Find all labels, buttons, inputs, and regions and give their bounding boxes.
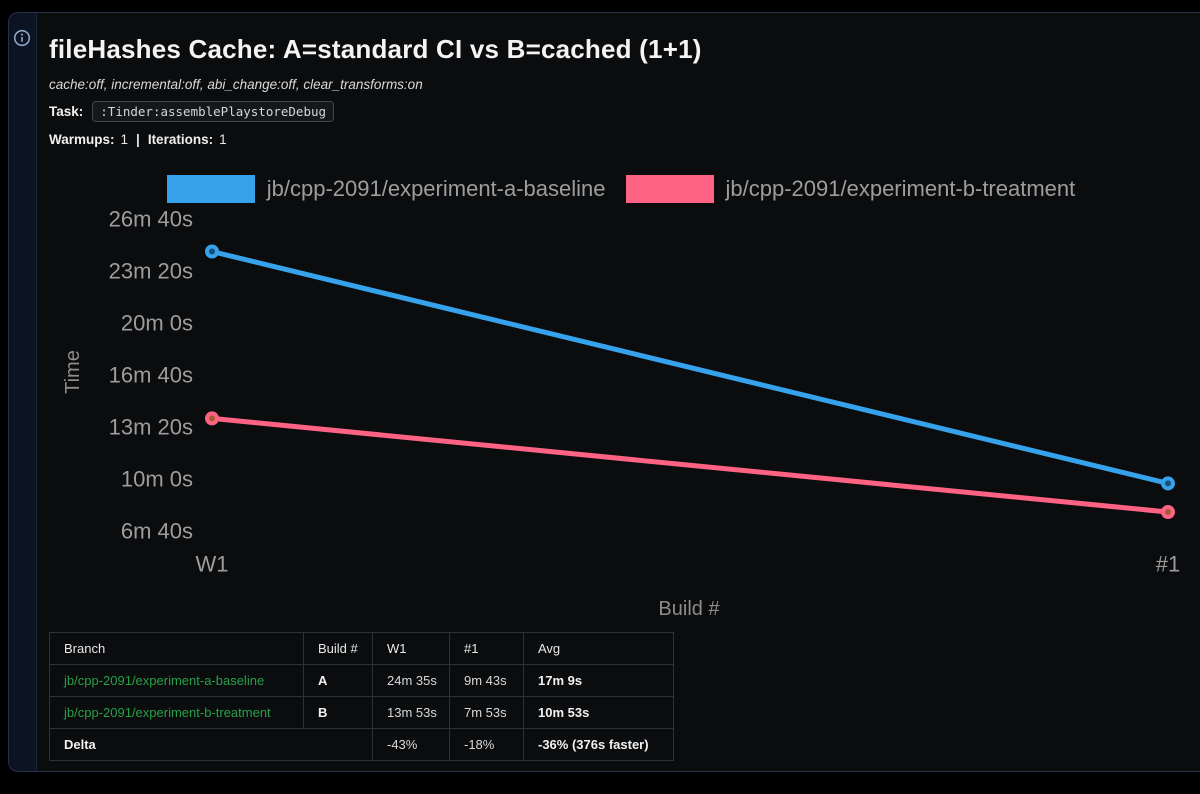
delta-w1-cell: -43% xyxy=(372,728,450,761)
chart-legend: jb/cpp-2091/experiment-a-baseline jb/cpp-… xyxy=(51,174,1191,204)
avg-cell: 17m 9s xyxy=(523,664,674,697)
branch-cell: jb/cpp-2091/experiment-b-treatment xyxy=(49,696,304,729)
results-table: Branch Build # W1 #1 Avg jb/cpp-2091/experim… xyxy=(49,632,674,761)
table-row: jb/cpp-2091/experiment-b-treatment B 13m 5… xyxy=(49,696,674,729)
iterations-label: Iterations: xyxy=(147,132,214,147)
delta-avg-cell: -36% (376s faster) xyxy=(523,728,674,761)
branch-link[interactable]: jb/cpp-2091/experiment-a-baseline xyxy=(64,673,265,688)
legend-swatch xyxy=(166,175,255,203)
y-tick-label: 6m 40s xyxy=(121,519,193,544)
warmups-label: Warmups: xyxy=(49,132,115,147)
avg-cell: 10m 53s xyxy=(523,696,674,729)
task-label: Task: xyxy=(49,104,84,119)
data-point[interactable] xyxy=(1161,476,1175,491)
config-separator: | xyxy=(136,132,140,147)
table-head: Branch Build # W1 #1 Avg xyxy=(49,632,674,665)
warmups-value: 1 xyxy=(120,132,129,147)
data-point[interactable] xyxy=(205,244,219,259)
n1-cell: 9m 43s xyxy=(449,664,524,697)
task-row: Task: :Tinder:assemblePlaystoreDebug xyxy=(49,101,335,122)
legend-item-b[interactable]: jb/cpp-2091/experiment-b-treatment xyxy=(625,175,1076,203)
y-tick-label: 23m 20s xyxy=(109,259,193,284)
column-header: W1 xyxy=(372,632,450,665)
y-tick-label: 13m 20s xyxy=(109,415,193,440)
delta-label: Delta xyxy=(49,728,373,761)
info-icon[interactable] xyxy=(13,29,31,47)
x-tick-label: #1 xyxy=(1156,552,1180,577)
data-point[interactable] xyxy=(1161,505,1175,520)
delta-row: Delta -43% -18% -36% (376s faster) xyxy=(49,728,674,761)
legend-label: jb/cpp-2091/experiment-a-baseline xyxy=(266,176,606,201)
n1-cell: 7m 53s xyxy=(449,696,524,729)
y-axis-title: Time xyxy=(62,350,84,394)
column-header: #1 xyxy=(449,632,524,665)
iterations-value: 1 xyxy=(219,132,227,147)
report-panel: fileHashes Cache: A=standard CI vs B=cac… xyxy=(8,12,1200,772)
x-tick-label: W1 xyxy=(196,552,229,577)
column-header: Build # xyxy=(303,632,373,665)
legend-item-a[interactable]: jb/cpp-2091/experiment-a-baseline xyxy=(166,175,606,203)
chart-svg: 26m 40s 23m 20s 20m 0s 16m 40s 13m 20s 10m 0s… xyxy=(62,207,1180,621)
series-line-b xyxy=(209,415,1171,515)
table-row: jb/cpp-2091/experiment-a-baseline A 24m 35… xyxy=(49,664,674,697)
y-tick-label: 16m 40s xyxy=(109,363,193,388)
y-tick-label: 20m 0s xyxy=(121,311,193,336)
build-cell: B xyxy=(303,696,373,729)
table-body: jb/cpp-2091/experiment-a-baseline A 24m 35… xyxy=(49,664,674,761)
branch-cell: jb/cpp-2091/experiment-a-baseline xyxy=(49,664,304,697)
y-tick-label: 10m 0s xyxy=(121,467,193,492)
delta-n1-cell: -18% xyxy=(449,728,524,761)
data-point[interactable] xyxy=(205,411,219,426)
y-tick-label: 26m 40s xyxy=(109,207,193,232)
branch-link[interactable]: jb/cpp-2091/experiment-b-treatment xyxy=(64,705,271,720)
build-cell: A xyxy=(303,664,373,697)
task-value-chip: :Tinder:assemblePlaystoreDebug xyxy=(92,101,335,122)
left-sidebar xyxy=(9,13,37,771)
column-header: Branch xyxy=(49,632,304,665)
column-header: Avg xyxy=(523,632,674,665)
legend-swatch xyxy=(625,175,714,203)
page-title: fileHashes Cache: A=standard CI vs B=cac… xyxy=(49,34,702,64)
w1-cell: 13m 53s xyxy=(372,696,450,729)
table-header-row: Branch Build # W1 #1 Avg xyxy=(49,632,674,665)
report-content: fileHashes Cache: A=standard CI vs B=cac… xyxy=(38,13,1200,771)
w1-cell: 24m 35s xyxy=(372,664,450,697)
run-config-row: Warmups: 1 | Iterations: 1 xyxy=(49,132,227,147)
scenario-subtitle: cache:off, incremental:off, abi_change:o… xyxy=(49,77,423,92)
legend-label: jb/cpp-2091/experiment-b-treatment xyxy=(725,176,1076,201)
x-axis-title: Build # xyxy=(658,598,720,620)
series-line-a xyxy=(209,249,1171,486)
